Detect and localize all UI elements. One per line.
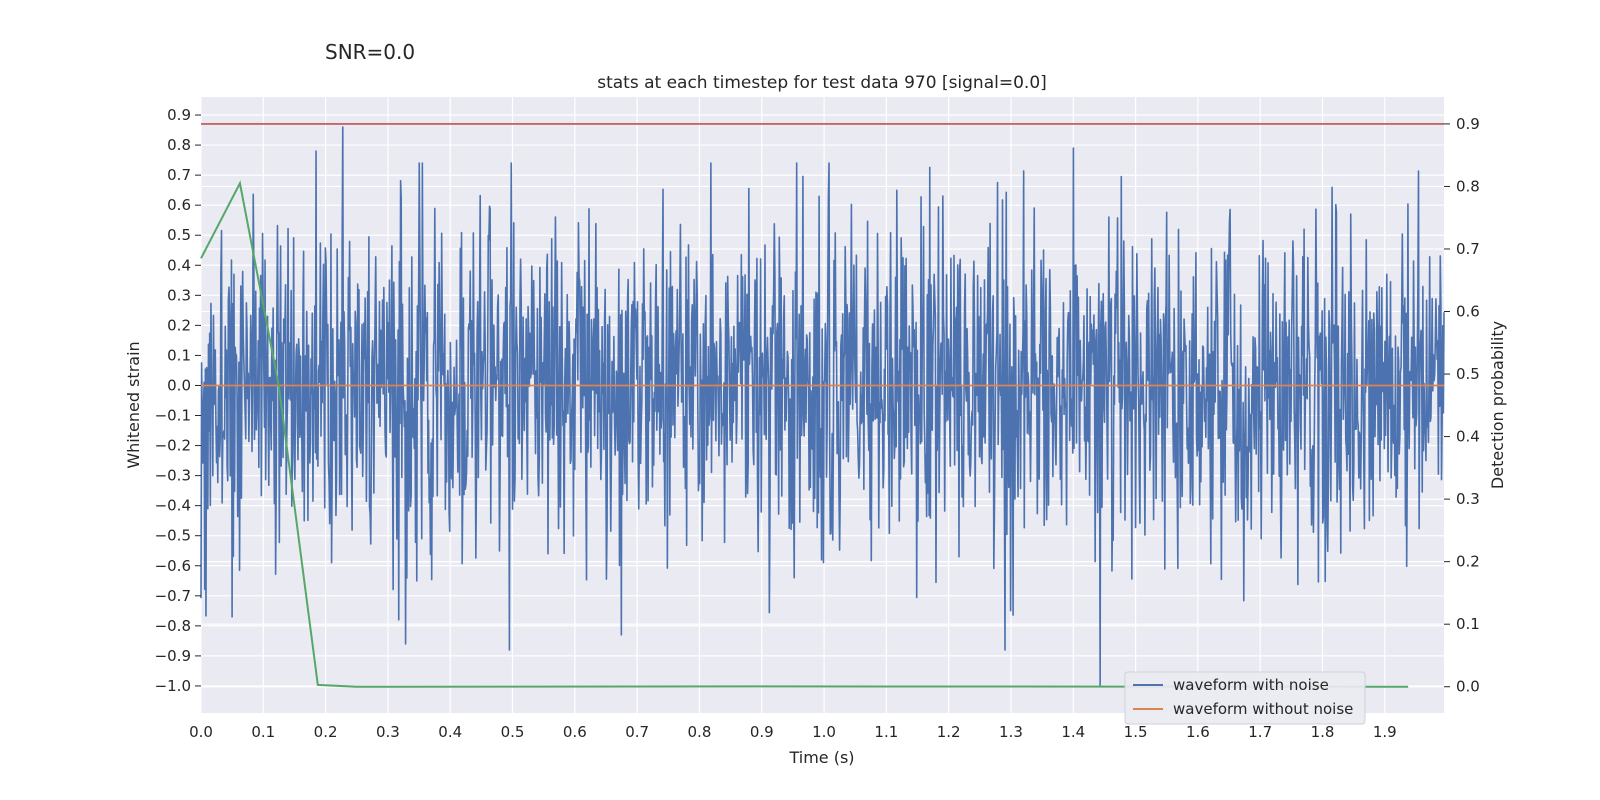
series-detection-probability [200, 180, 1409, 688]
x-tick-label: 1.7 [1248, 723, 1272, 741]
x-tick-label: 1.8 [1311, 723, 1335, 741]
y-tick-label: −0.4 [155, 497, 191, 515]
y2-tick-label: 0.4 [1456, 428, 1480, 446]
x-tick-label: 1.5 [1124, 723, 1148, 741]
y-tick-label: −0.3 [155, 467, 191, 485]
y2-tick-label: 0.3 [1456, 490, 1480, 508]
x-tick-label: 1.0 [812, 723, 836, 741]
y-axis-label: Whitened strain [124, 341, 143, 468]
y-tick-label: 0.7 [167, 166, 191, 184]
y-tick-label: 0.6 [167, 196, 191, 214]
y-tick-label: 0.9 [167, 106, 191, 124]
y-tick-label: −0.2 [155, 437, 191, 455]
y2-tick-label: 0.2 [1456, 553, 1480, 571]
y2-tick-label: 0.5 [1456, 365, 1480, 383]
y-tick-label: −0.7 [155, 587, 191, 605]
y-tick-label: 0.2 [167, 316, 191, 334]
y-tick-label: 0.1 [167, 346, 191, 364]
x-tick-label: 1.2 [937, 723, 961, 741]
y2-tick-label: 0.1 [1456, 615, 1480, 633]
x-tick-label: 0.3 [376, 723, 400, 741]
y2-tick-label: 0.9 [1456, 115, 1480, 133]
y-tick-label: 0.0 [167, 376, 191, 394]
x-tick-label: 1.4 [1061, 723, 1085, 741]
legend: waveform with noise waveform without noi… [1124, 671, 1366, 725]
y-tick-label: −0.8 [155, 617, 191, 635]
y-tick-label: 0.3 [167, 286, 191, 304]
y2-tick-label: 0.8 [1456, 177, 1480, 195]
y-tick-label: −0.9 [155, 647, 191, 665]
legend-label-waveform-with-noise: waveform with noise [1173, 676, 1329, 694]
y-tick-label: 0.8 [167, 136, 191, 154]
y-tick-label: −0.1 [155, 407, 191, 425]
x-tick-label: 1.6 [1186, 723, 1210, 741]
x-tick-label: 0.5 [501, 723, 525, 741]
x-axis-label: Time (s) [788, 748, 854, 767]
x-tick-label: 0.7 [625, 723, 649, 741]
x-tick-label: 0.1 [251, 723, 275, 741]
y2-tick-label: 0.6 [1456, 303, 1480, 321]
ticks-layer: 0.0 0.1 0.2 0.3 0.4 0.5 0.6 0.7 0.8 0.9 1.0 1.1 1.2 1… [155, 106, 1480, 741]
x-tick-label: 1.3 [999, 723, 1023, 741]
chart-title: stats at each timestep for test data 970… [597, 73, 1047, 93]
y-tick-label: 0.5 [167, 226, 191, 244]
x-tick-label: 0.2 [314, 723, 338, 741]
y-tick-label: 0.4 [167, 256, 191, 274]
x-tick-label: 1.1 [874, 723, 898, 741]
y-tick-label: −1.0 [155, 677, 191, 695]
figure-suptitle: SNR=0.0 [325, 40, 416, 64]
y2-tick-label: 0.0 [1456, 678, 1480, 696]
y-tick-label: −0.6 [155, 557, 191, 575]
x-tick-label: 1.9 [1373, 723, 1397, 741]
legend-box [1124, 671, 1366, 725]
x-tick-label: 0.0 [189, 723, 213, 741]
series-layer [200, 123, 1445, 688]
x-tick-label: 0.6 [563, 723, 587, 741]
x-tick-label: 0.8 [688, 723, 712, 741]
legend-label-waveform-without-noise: waveform without noise [1173, 700, 1353, 718]
x-tick-label: 0.9 [750, 723, 774, 741]
y-tick-label: −0.5 [155, 527, 191, 545]
y2-axis-label: Detection probability [1488, 321, 1507, 489]
x-tick-label: 0.4 [438, 723, 462, 741]
y2-tick-label: 0.7 [1456, 240, 1480, 258]
series-waveform-with-noise [200, 126, 1445, 687]
